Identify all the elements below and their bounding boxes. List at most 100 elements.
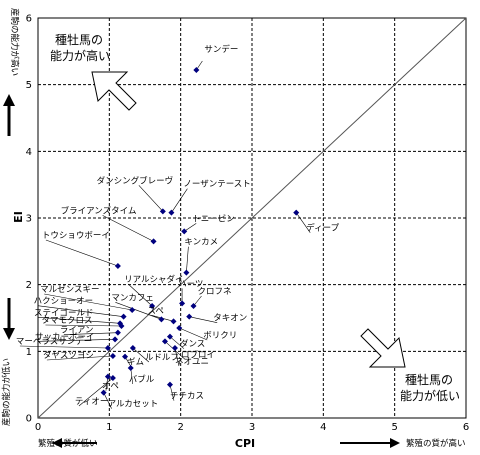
data-point-marker: [120, 313, 127, 320]
data-point-marker: [112, 336, 119, 343]
point-label: ルドルフ: [145, 353, 179, 363]
data-point-marker: [129, 345, 136, 351]
point-label: マンカフェ: [111, 293, 154, 303]
point-label: トウショウボーイ: [42, 231, 110, 241]
leader-line: [171, 188, 188, 213]
point-label: タマモクロス: [41, 316, 92, 326]
x-right-side-label: 繁殖の質が高い: [406, 438, 466, 449]
leader-line: [179, 327, 208, 341]
leader-line: [169, 384, 175, 401]
y-axis-title: EI: [12, 211, 25, 223]
x-tick-label: 2: [177, 422, 183, 433]
leader-line: [115, 302, 162, 320]
data-points: [100, 67, 300, 396]
data-point-marker: [114, 263, 121, 269]
data-point-marker: [193, 67, 200, 73]
point-label: ギム: [127, 358, 144, 368]
data-point-marker: [159, 208, 166, 215]
point-label: ステイゴールド: [34, 307, 94, 318]
point-label: アルカセット: [108, 400, 159, 410]
leader-line: [46, 355, 113, 361]
x-tick-label: 3: [249, 422, 255, 433]
x-axis-title: CPI: [235, 437, 255, 450]
x-tick-label: 4: [320, 422, 326, 433]
point-label: ダンシングブレーヴ: [97, 175, 174, 186]
y-top-side-label: 産駒の能力が高い: [9, 8, 20, 76]
leader-line: [295, 212, 311, 233]
data-point-marker: [186, 313, 193, 320]
data-point-marker: [100, 389, 107, 396]
leader-line: [44, 293, 133, 311]
top-left-note-line2: 能力が高い: [50, 48, 110, 63]
arrow-up-head-icon: [3, 94, 15, 106]
data-point-marker: [158, 316, 165, 323]
y-tick-label: 5: [26, 80, 32, 91]
leader-line: [37, 305, 124, 317]
point-label: スペ: [148, 306, 164, 316]
leader-line: [19, 345, 108, 349]
point-label: キンカメ: [184, 238, 218, 248]
point-label: ティオー: [75, 397, 109, 407]
data-point-marker: [104, 373, 111, 380]
point-label: クロフネ: [198, 287, 232, 297]
y-bottom-side-label: 産駒の能力が低い: [1, 358, 12, 426]
point-label: ノーザンテースト: [183, 180, 250, 190]
data-point-marker: [179, 300, 186, 307]
arrow-down-head-icon: [3, 328, 15, 340]
leader-line: [38, 317, 121, 324]
leader-line: [184, 223, 197, 232]
leader-line: [186, 246, 189, 273]
leader-line: [127, 283, 153, 307]
arrow-left-head-icon: [52, 438, 62, 448]
y-tick-label: 3: [26, 214, 32, 225]
bottom-right-note-line2: 能力が低い: [400, 388, 460, 403]
data-point-marker: [109, 375, 116, 381]
data-point-marker: [118, 323, 125, 329]
data-point-marker: [109, 353, 116, 359]
point-label: マルゼンスキー: [40, 284, 99, 295]
hollow-arrow-down-right-icon: [360, 328, 406, 368]
data-point-marker: [293, 209, 300, 216]
point-label: ダンス: [180, 339, 205, 350]
bottom-right-note-line1: 種牡馬の: [405, 372, 453, 387]
point-label: リアルシャダイ: [124, 274, 183, 285]
data-point-marker: [114, 329, 121, 336]
y-tick-label: 0: [26, 414, 32, 425]
point-label: ブライアンズタイム: [61, 205, 137, 216]
point-label: オペ: [102, 382, 119, 392]
point-label: バブル: [129, 374, 155, 385]
leader-line: [45, 324, 122, 327]
x-tick-label: 6: [463, 422, 469, 433]
x-tick-label: 1: [106, 422, 112, 433]
leader-line: [132, 347, 150, 363]
point-label: タキオン: [213, 314, 247, 324]
point-label: チチカス: [170, 392, 204, 402]
leader-line: [103, 392, 112, 409]
x-left-side-label-visible: 繁殖の質が低い: [38, 438, 98, 449]
leader-line: [138, 185, 164, 212]
leader-line: [45, 239, 118, 267]
leader-line: [78, 377, 114, 407]
point-label: ハクショーオー: [34, 297, 94, 307]
data-point-marker: [190, 303, 197, 309]
data-point-marker: [176, 325, 183, 331]
point-label: ディープ: [306, 223, 339, 234]
data-point-marker: [127, 365, 134, 371]
data-point-marker: [150, 238, 157, 245]
leader-line: [189, 316, 218, 323]
point-label: タヤスツヨシ: [43, 351, 94, 361]
point-label: ライアン: [60, 326, 94, 336]
point-label: ロブロイ: [181, 349, 215, 360]
y-tick-label: 1: [26, 347, 32, 358]
data-point-marker: [181, 228, 188, 235]
label-leader-lines: [19, 60, 311, 409]
leader-line: [169, 336, 185, 349]
point-label: マーベラスサンデー: [16, 336, 92, 347]
data-point-marker: [166, 333, 173, 340]
tick-labels: 0 1 2 3 4 5 6 0 1 2 3 4 5 6: [26, 14, 470, 434]
data-point-marker: [104, 345, 111, 351]
data-point-marker: [149, 303, 156, 309]
y-tick-label: 2: [26, 280, 32, 291]
